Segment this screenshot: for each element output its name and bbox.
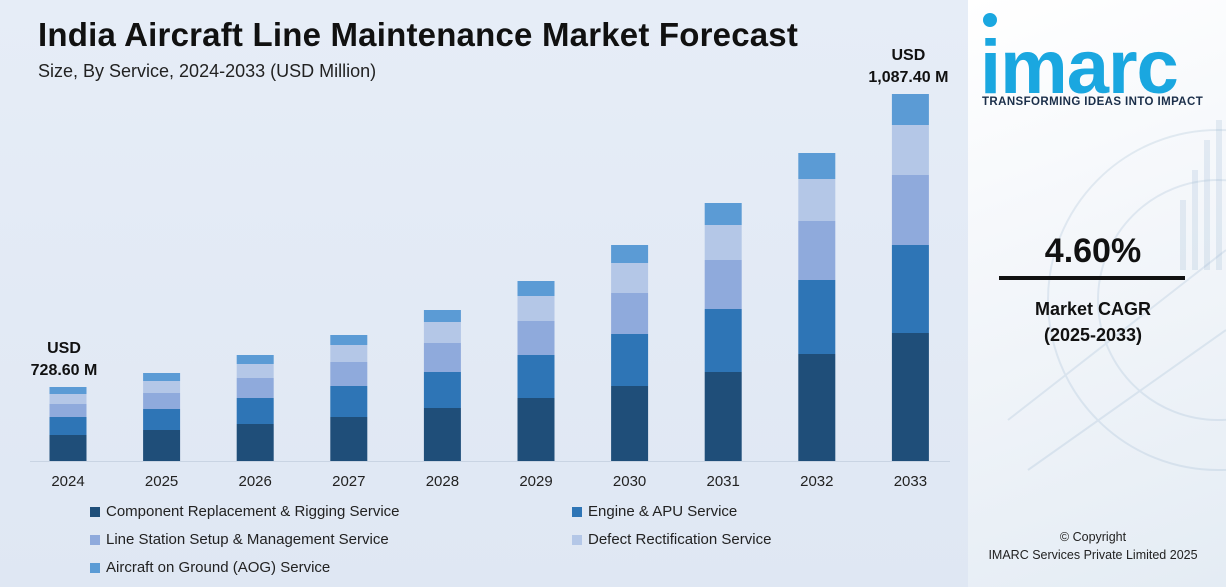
bar-segment-2028-s1	[423, 372, 461, 408]
bar-segment-2030-s0	[611, 386, 649, 461]
chart-subtitle: Size, By Service, 2024-2033 (USD Million…	[38, 61, 377, 81]
value-annotation-2033-line1: USD	[892, 47, 926, 64]
bar-segment-2031-s3	[704, 225, 742, 260]
legend-swatch	[90, 562, 100, 573]
bar-segment-2030-s3	[611, 263, 649, 293]
bar-segment-2028-s3	[423, 322, 461, 343]
bar-segment-2031-s1	[704, 309, 742, 372]
legend-item-3: Defect Rectification Service	[572, 531, 771, 548]
bar-segment-2030-s1	[611, 334, 649, 386]
bar-segment-2032-s1	[798, 280, 836, 354]
bar-segment-2026-s1	[236, 398, 274, 424]
chart-title: India Aircraft Line Maintenance Market F…	[38, 16, 799, 53]
bar-segment-2033-s4	[891, 94, 929, 125]
stacked-bar-chart: 2024 2025 2026 2027 2028 2029 2030 2031 2032 2033…	[30, 47, 950, 490]
legend-label: Component Replacement & Rigging Service	[106, 503, 400, 520]
logo-dot	[983, 13, 997, 27]
legend-label: Defect Rectification Service	[588, 531, 772, 548]
bar-segment-2026-s4	[236, 355, 274, 364]
value-annotation-2024-line2: 728.60 M	[31, 362, 98, 379]
bar-segment-2030-s2	[611, 293, 649, 334]
cagr-divider	[999, 276, 1185, 280]
bar-segment-2032-s4	[798, 153, 836, 179]
bar-segment-2026-s3	[236, 364, 274, 378]
legend-label: Engine & APU Service	[588, 503, 738, 520]
cagr-label-line2: (2025-2033)	[1043, 325, 1143, 345]
bar-segment-2033-s0	[891, 333, 929, 461]
bar-segment-2028-s4	[423, 310, 461, 322]
copyright-line2: IMARC Services Private Limited 2025	[988, 548, 1198, 562]
legend-label: Line Station Setup & Management Service	[106, 531, 389, 548]
x-tick-label: 2032	[800, 473, 833, 490]
bar-segment-2030-s4	[611, 245, 649, 263]
bar-segment-2025-s0	[143, 430, 181, 461]
copyright: © Copyright IMARC Services Private Limit…	[968, 528, 1218, 564]
bar-segment-2024-s4	[49, 387, 87, 394]
bar-segment-2029-s3	[517, 296, 555, 321]
bar-segment-2033-s3	[891, 125, 929, 175]
bar-segment-2032-s3	[798, 179, 836, 221]
x-tick-label: 2026	[239, 473, 272, 490]
logo-tagline: TRANSFORMING IDEAS INTO IMPACT	[982, 96, 1204, 108]
x-tick-label: 2027	[332, 473, 365, 490]
bar-segment-2031-s4	[704, 203, 742, 225]
bar-segment-2026-s0	[236, 424, 274, 461]
bar-segment-2033-s1	[891, 245, 929, 333]
legend-item-4: Aircraft on Ground (AOG) Service	[90, 559, 330, 576]
bar-segment-2027-s0	[330, 417, 368, 461]
bar-segment-2027-s1	[330, 386, 368, 417]
copyright-line1: © Copyright	[1059, 530, 1127, 544]
legend-swatch	[90, 534, 100, 545]
bar-segment-2028-s0	[423, 408, 461, 461]
bar-segment-2027-s3	[330, 345, 368, 362]
bar-segment-2031-s0	[704, 372, 742, 461]
cagr-label: Market CAGR (2025-2033)	[968, 296, 1218, 348]
x-tick-label: 2024	[51, 473, 84, 490]
chart-panel: India Aircraft Line Maintenance Market F…	[0, 0, 968, 587]
value-annotation-2024-line1: USD	[47, 340, 81, 357]
bar-segment-2027-s2	[330, 362, 368, 386]
bar-segment-2032-s2	[798, 221, 836, 280]
bar-segment-2024-s2	[49, 404, 87, 417]
legend-item-0: Component Replacement & Rigging Service	[90, 503, 400, 520]
bar-segment-2032-s0	[798, 354, 836, 461]
bar-segment-2024-s1	[49, 417, 87, 435]
legend-label: Aircraft on Ground (AOG) Service	[106, 559, 331, 576]
legend-item-1: Engine & APU Service	[572, 503, 737, 520]
bar-segment-2024-s3	[49, 394, 87, 404]
x-tick-label: 2030	[613, 473, 646, 490]
legend-item-2: Line Station Setup & Management Service	[90, 531, 389, 548]
legend-swatch	[572, 534, 582, 545]
bar-segment-2029-s2	[517, 321, 555, 355]
bar-segment-2025-s1	[143, 409, 181, 430]
x-tick-label: 2028	[426, 473, 459, 490]
legend-swatch	[90, 506, 100, 517]
cagr-value: 4.60%	[1044, 232, 1142, 270]
value-annotation-2033-line2: 1,087.40 M	[868, 69, 948, 86]
bar-segment-2033-s2	[891, 175, 929, 245]
bar-segment-2029-s4	[517, 281, 555, 296]
bar-segment-2025-s3	[143, 381, 181, 393]
cagr-label-line1: Market CAGR	[1034, 299, 1152, 319]
bar-segment-2025-s4	[143, 373, 181, 381]
bar-segment-2028-s2	[423, 343, 461, 372]
side-panel: imarc TRANSFORMING IDEAS INTO IMPACT 4.6…	[968, 0, 1226, 587]
bar-segment-2024-s0	[49, 435, 87, 461]
legend-swatch	[572, 506, 582, 517]
imarc-logo: imarc	[980, 25, 1179, 110]
bar-segment-2029-s0	[517, 398, 555, 461]
x-tick-label: 2025	[145, 473, 178, 490]
x-tick-label: 2031	[707, 473, 740, 490]
background-decoration	[1007, 120, 1226, 471]
bar-segment-2025-s2	[143, 393, 181, 409]
bar-segment-2027-s4	[330, 335, 368, 345]
bar-segment-2029-s1	[517, 355, 555, 398]
bar-segment-2026-s2	[236, 378, 274, 398]
x-tick-label: 2033	[894, 473, 927, 490]
x-tick-label: 2029	[519, 473, 552, 490]
bar-segment-2031-s2	[704, 260, 742, 309]
